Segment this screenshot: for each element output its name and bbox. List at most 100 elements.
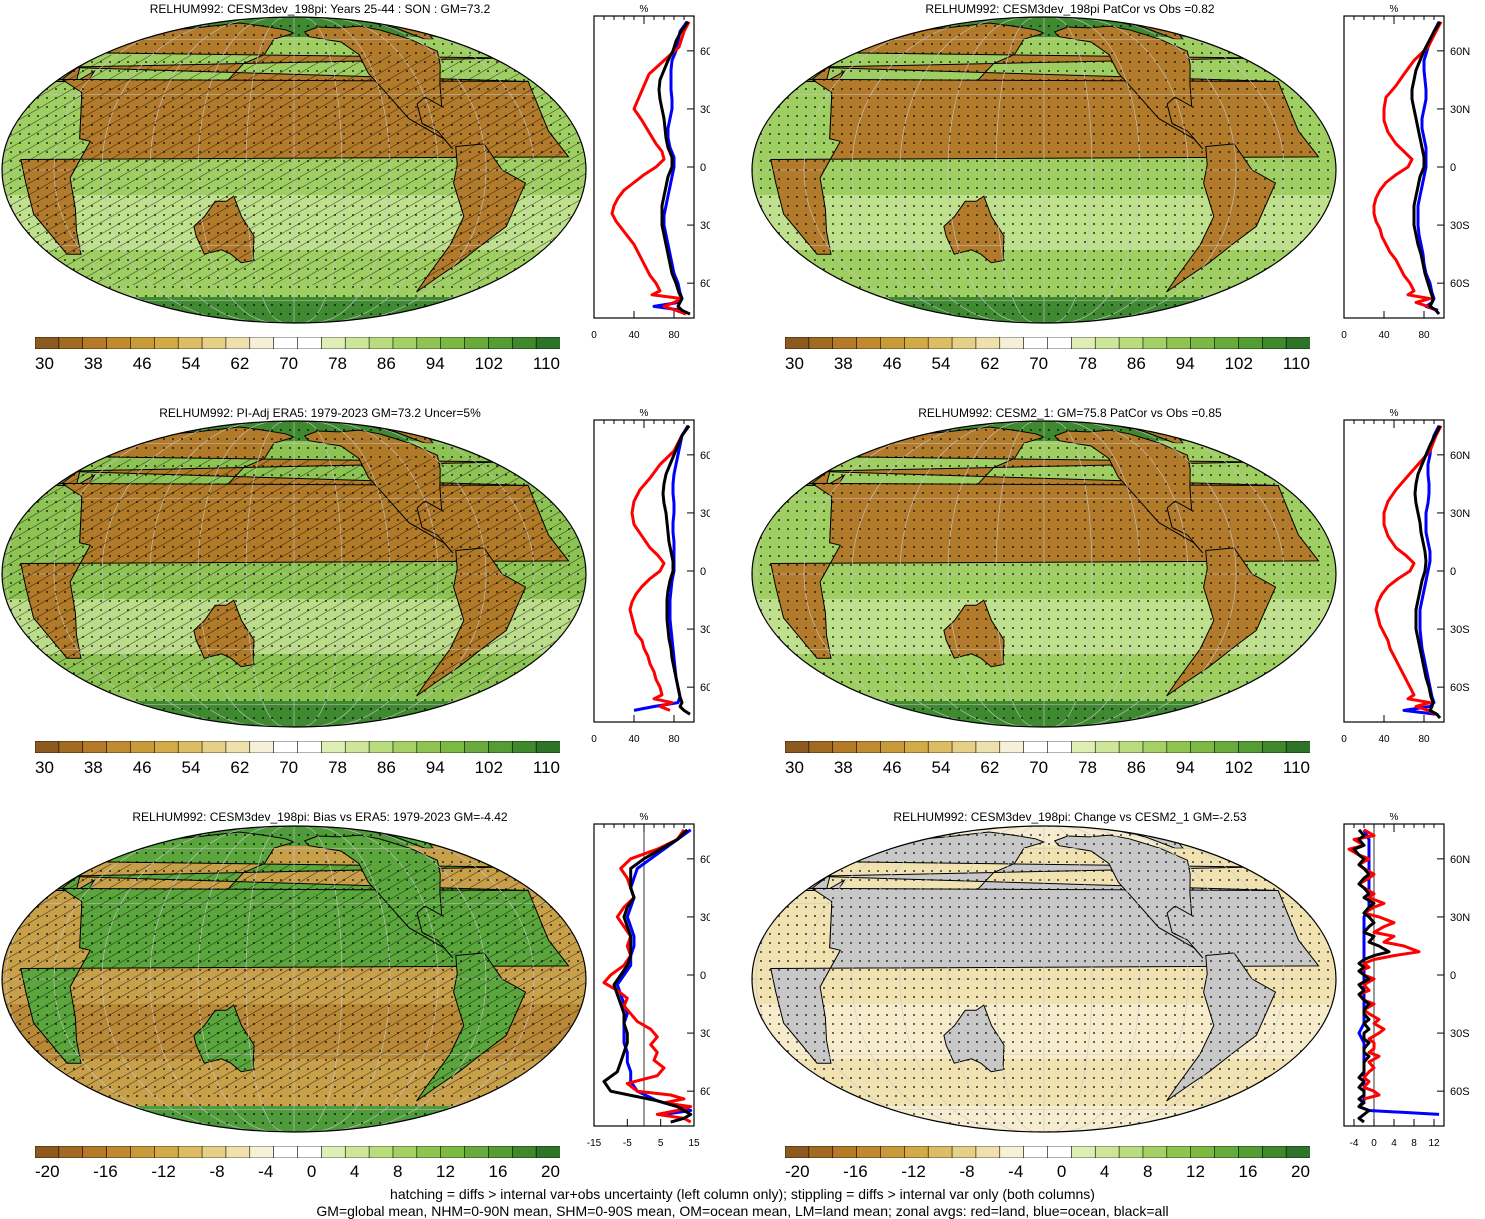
colorbar-swatch — [1023, 337, 1049, 349]
latitude-label: 60N — [700, 854, 710, 866]
colorbar-swatch — [856, 741, 882, 753]
x-tick-label: 0 — [1341, 330, 1347, 341]
colorbar-swatch — [785, 741, 810, 753]
unit-label: % — [1390, 408, 1399, 419]
world-map — [1, 420, 587, 728]
colorbar-swatch — [1238, 337, 1264, 349]
unit-label: % — [640, 812, 649, 823]
colorbar-swatch — [1238, 741, 1264, 753]
colorbar-swatch — [1166, 1146, 1192, 1158]
colorbar-swatch — [440, 741, 466, 753]
colorbar-swatch — [130, 741, 156, 753]
colorbar-swatch — [321, 741, 347, 753]
colorbar-swatch — [535, 741, 560, 753]
zonal-series-all — [1413, 425, 1442, 720]
colorbar-swatch — [488, 741, 514, 753]
colorbar-swatch — [535, 1146, 560, 1158]
colorbar-swatch — [368, 1146, 394, 1158]
zonal-series-ocean — [615, 828, 693, 1116]
colorbar-swatch — [785, 337, 810, 349]
colorbar-swatch — [927, 337, 953, 349]
colorbar-swatch — [1214, 337, 1240, 349]
colorbar-label: 110 — [532, 758, 560, 777]
colorbar-swatch — [785, 1146, 810, 1158]
map-border — [751, 16, 1337, 324]
colorbar-label: 54 — [931, 354, 951, 373]
latitude-label: 0 — [700, 566, 706, 578]
x-tick-label: 80 — [668, 330, 680, 341]
colorbar-label: 70 — [279, 758, 299, 777]
colorbar-swatch — [154, 741, 179, 753]
colorbar-swatch — [1071, 741, 1097, 753]
x-tick-label: 40 — [1378, 734, 1390, 745]
colorbar-label: 38 — [83, 758, 103, 777]
colorbar-swatch — [368, 741, 394, 753]
colorbar-swatch — [832, 741, 858, 753]
colorbar-label: 12 — [1186, 1162, 1205, 1181]
colorbar-label: 70 — [1029, 758, 1049, 777]
colorbar-swatch — [106, 741, 132, 753]
colorbar-swatch — [1214, 741, 1240, 753]
colorbar-labels: 30 38 46 54 62 70 78 86 94 102 110 — [35, 354, 560, 374]
colorbar-label: 16 — [1238, 1162, 1258, 1181]
colorbar-swatch — [368, 337, 394, 349]
colorbar-swatch — [392, 741, 418, 753]
colorbar-label: 102 — [474, 758, 503, 777]
x-tick-label: 0 — [591, 330, 597, 341]
colorbar-swatch — [880, 741, 906, 753]
colorbar-label: 54 — [931, 758, 951, 777]
colorbar-label: 70 — [279, 354, 299, 373]
colorbar-swatch — [832, 1146, 858, 1158]
latitude-label: 30N — [1450, 912, 1470, 924]
colorbar-label: 86 — [1126, 354, 1146, 373]
colorbar-label: -16 — [843, 1162, 868, 1181]
colorbar-labels: -20 -16 -12 -8 -4 0 4 8 12 16 20 — [35, 1162, 560, 1182]
x-tick-label: 5 — [658, 1138, 664, 1149]
colorbar-swatch — [1023, 1146, 1049, 1158]
zonal-mean-plot: % 0 40 80 60N 30N 0 30S 60S — [591, 4, 710, 341]
colorbar-label: 38 — [833, 354, 853, 373]
colorbar-swatch — [488, 337, 514, 349]
colorbar-swatch — [1118, 741, 1144, 753]
colorbar-swatch — [999, 337, 1025, 349]
unit-label: % — [640, 4, 649, 15]
colorbar-labels: -20 -16 -12 -8 -4 0 4 8 12 16 20 — [785, 1162, 1310, 1182]
zonal-series-all — [661, 424, 691, 716]
latitude-label: 60S — [1450, 682, 1470, 694]
latitude-label: 30S — [700, 624, 710, 636]
colorbar-label: -4 — [258, 1162, 274, 1181]
zonal-series-ocean — [652, 20, 689, 312]
colorbar-label: 46 — [882, 354, 902, 373]
colorbar-swatch — [1094, 337, 1120, 349]
colorbar-label: 54 — [181, 354, 201, 373]
zonal-mean-plot: % 0 40 80 60N 30N 0 30S 60S — [1341, 408, 1470, 745]
zonal-series-all — [1410, 21, 1442, 316]
zonal-mean-plot: % -15 -5 5 15 60N 30N 0 30S 60S — [587, 812, 710, 1149]
world-map — [751, 16, 1337, 324]
colorbar-swatch — [975, 741, 1001, 753]
x-tick-label: -4 — [1350, 1138, 1359, 1149]
hatching-overlay — [2, 459, 586, 689]
colorbar-swatch — [249, 337, 275, 349]
colorbar-swatch — [511, 1146, 537, 1158]
colorbar-swatch — [273, 1146, 299, 1158]
colorbar-label: -16 — [93, 1162, 118, 1181]
world-map — [751, 420, 1337, 728]
x-tick-label: 80 — [668, 734, 680, 745]
colorbar-label: 78 — [1078, 758, 1097, 777]
colorbar-swatch — [201, 337, 227, 349]
colorbar-swatch — [58, 741, 84, 753]
colorbar-swatch — [904, 741, 929, 753]
colorbar-swatch — [225, 741, 251, 753]
latitude-label: 60S — [700, 278, 710, 290]
colorbar — [785, 337, 1310, 349]
colorbar-label: 4 — [1099, 1162, 1110, 1181]
map-border — [751, 825, 1337, 1133]
colorbar-swatch — [1071, 1146, 1097, 1158]
colorbar-swatch — [1142, 741, 1168, 753]
colorbar-swatch — [856, 337, 882, 349]
colorbar-label: 86 — [376, 758, 396, 777]
zonal-frame — [1343, 823, 1445, 1127]
colorbar-swatch — [177, 741, 203, 753]
colorbar-swatch — [154, 1146, 179, 1158]
